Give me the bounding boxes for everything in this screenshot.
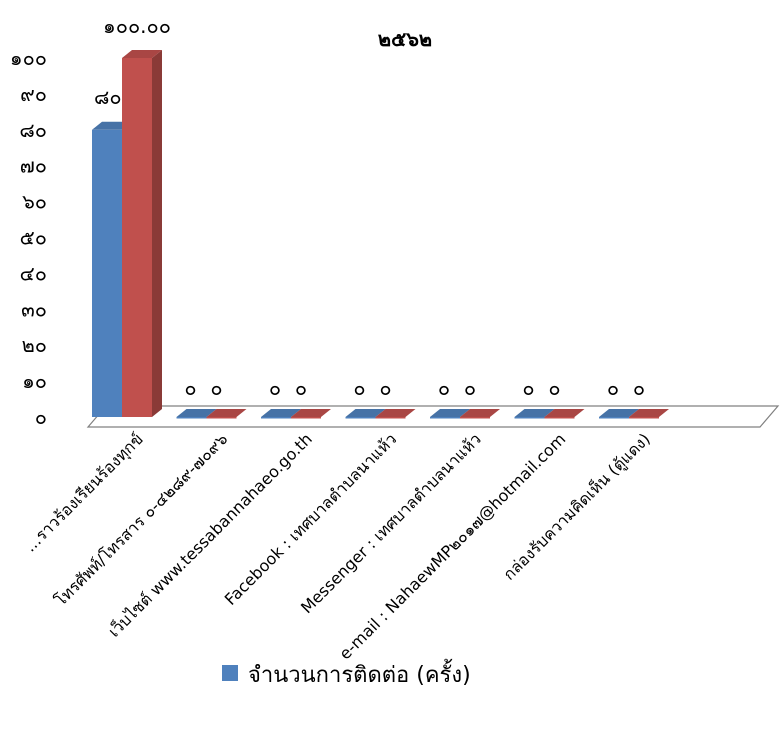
data-label: ๐ [464,376,476,400]
y-tick-label: ๗๐ [20,154,47,178]
data-label: ๐ [379,376,391,400]
data-label: ๑๐๐.๐๐ [103,14,171,38]
bar [345,409,386,419]
legend-swatch [222,665,238,681]
bar [176,409,217,419]
data-label: ๐ [438,376,450,400]
y-tick-label: ๓๐ [21,297,47,321]
data-label: ๐ [269,376,281,400]
y-tick-label: ๖๐ [22,190,47,214]
bar [629,409,669,419]
data-label: ๐ [184,376,196,400]
bar [375,409,416,419]
y-tick-label: ๐ [35,405,47,429]
data-label: ๐ [607,376,619,400]
x-tick-label: Messenger : เทศบาลตำบลนาแห้ว [297,429,485,617]
y-tick-label: ๑๐๐ [10,46,47,70]
x-tick-label: โทรศัพท์/โทรสาร ๐-๔๒๘๙-๗๐๙๖ [51,429,231,609]
bar [514,409,555,419]
x-tick-label: กล่องรับความคิดเห็น (ตู้แดง) [499,429,655,585]
legend: จำนวนการติดต่อ (ครั้ง) [222,659,471,688]
data-label: ๐ [295,376,307,400]
bar [122,50,162,417]
bar [206,409,247,419]
data-label: ๐ [210,376,222,400]
legend-label: จำนวนการติดต่อ (ครั้ง) [248,659,471,688]
data-label: ๘๐ [94,85,122,109]
x-tick-label: Facebook : เทศบาลตำบลนาแห้ว [221,429,401,609]
bar [599,409,639,419]
bar [460,409,500,419]
data-label: ๐ [548,376,560,400]
bar [291,409,331,419]
data-label: ๐ [522,376,534,400]
chart-subtitle: ๒๕๖๒ [378,27,432,51]
y-tick-label: ๘๐ [19,118,47,142]
bar [544,409,585,419]
y-tick-label: ๒๐ [22,333,47,357]
y-tick-label: ๑๐ [22,369,47,393]
y-tick-label: ๕๐ [20,226,47,250]
bar [430,409,470,419]
bar [261,409,301,419]
y-tick-label: ๔๐ [20,261,47,285]
data-label: ๐ [353,376,365,400]
data-label: ๐ [633,376,645,400]
y-tick-label: ๙๐ [20,82,47,106]
